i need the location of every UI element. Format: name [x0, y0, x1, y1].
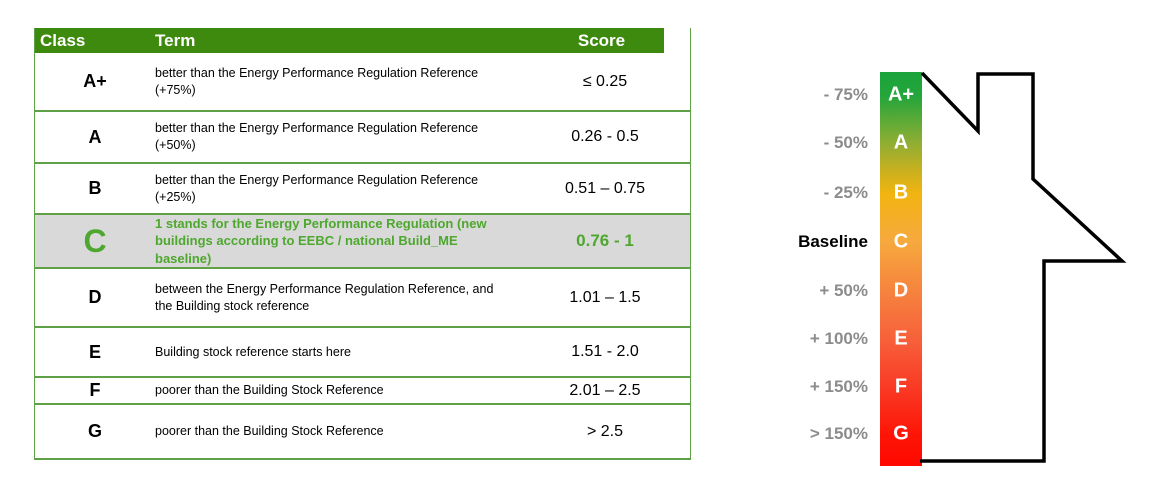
term-text: poorer than the Building Stock Reference [155, 424, 384, 439]
term-cell: better than the Energy Performance Regul… [155, 164, 540, 213]
term-cell: better than the Energy Performance Regul… [155, 112, 540, 162]
class-cell: E [88, 341, 101, 362]
term-cell: poorer than the Building Stock Reference [155, 405, 540, 458]
term-cell: between the Energy Performance Regulatio… [155, 269, 540, 326]
score-cell: 1.51 - 2.0 [571, 343, 639, 360]
energy-class-table: Class Term Score A+ better than the Ener… [34, 28, 691, 460]
table-row-a: A better than the Energy Performance Reg… [35, 110, 690, 162]
bar-letter-a-plus: A+ [887, 83, 915, 106]
score-cell: ≤ 0.25 [582, 72, 628, 90]
table-row-e: E Building stock reference starts here 1… [35, 326, 690, 376]
column-header-term: Term [155, 30, 196, 50]
term-cell: 1 stands for the Energy Performance Regu… [155, 215, 540, 267]
term-text: between the Energy Performance Regulatio… [155, 281, 494, 313]
bar-letter-c: C [893, 230, 909, 253]
scale-label-plus-50: + 50% [819, 281, 868, 300]
score-cell: 2.01 – 2.5 [569, 381, 641, 399]
term-text: poorer than the Building Stock Reference [155, 383, 384, 398]
column-header-class: Class [40, 30, 86, 50]
score-cell: 0.51 – 0.75 [564, 179, 646, 197]
term-text: 1 stands for the Energy Performance Regu… [155, 215, 487, 266]
bar-letter-e: E [894, 327, 908, 350]
scale-label-over-150: > 150% [809, 424, 868, 443]
term-text: Building stock reference starts here [155, 344, 351, 359]
table-row-a-plus: A+ better than the Energy Performance Re… [35, 53, 690, 110]
class-cell: A+ [83, 71, 107, 91]
class-cell: B [88, 178, 102, 198]
term-text: better than the Energy Performance Regul… [155, 121, 479, 152]
term-cell: Building stock reference starts here [155, 328, 540, 376]
class-cell: G [87, 421, 102, 441]
term-text: better than the Energy Performance Regul… [155, 65, 479, 97]
term-text: better than the Energy Performance Regul… [155, 172, 479, 204]
class-cell: A [88, 126, 102, 147]
bar-letter-d: D [893, 279, 909, 302]
score-cell: 0.26 - 0.5 [571, 128, 639, 145]
column-header-score: Score [577, 30, 626, 50]
class-cell: C [83, 222, 107, 259]
bar-letter-b: B [893, 181, 909, 204]
table-row-f: F poorer than the Building Stock Referen… [35, 376, 690, 403]
bar-letter-a: A [893, 131, 909, 154]
bar-letter-g: G [893, 422, 909, 445]
table-row-g: G poorer than the Building Stock Referen… [35, 403, 690, 458]
class-cell: F [89, 380, 101, 400]
scale-label-plus-100: + 100% [809, 329, 868, 348]
score-cell: > 2.5 [586, 422, 624, 440]
scale-label-baseline: Baseline [798, 232, 868, 251]
scale-label-minus-50: - 50% [823, 133, 868, 152]
scale-label-minus-25: - 25% [823, 183, 868, 202]
table-row-b: B better than the Energy Performance Reg… [35, 162, 690, 213]
score-cell: 1.01 – 1.5 [569, 288, 641, 306]
table-header-row: Class Term Score [35, 28, 664, 53]
bar-letter-f: F [894, 375, 908, 398]
scale-label-plus-150: + 150% [809, 377, 868, 396]
term-cell: better than the Energy Performance Regul… [155, 53, 540, 110]
table-row-d: D between the Energy Performance Regulat… [35, 267, 690, 326]
term-cell: poorer than the Building Stock Reference [155, 378, 540, 403]
score-cell: 0.76 - 1 [576, 231, 634, 250]
class-cell: D [88, 287, 102, 307]
table-row-c-baseline: C 1 stands for the Energy Performance Re… [35, 213, 690, 267]
energy-rating-gradient-bar: A+ A B C D E F G [880, 72, 922, 466]
scale-label-minus-75: - 75% [823, 85, 868, 104]
